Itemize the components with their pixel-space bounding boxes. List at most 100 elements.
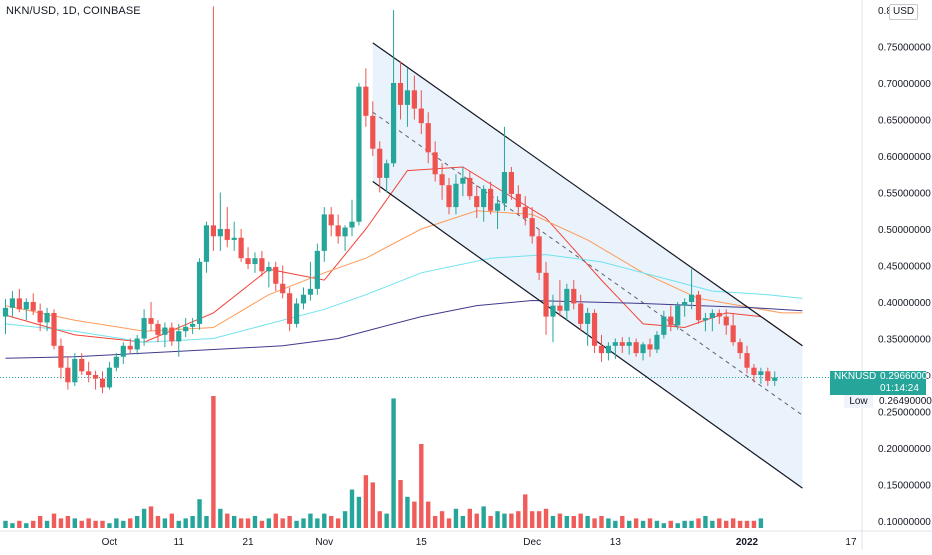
candle-body[interactable] [349, 221, 355, 228]
candle-body[interactable] [99, 378, 106, 388]
candle-body[interactable] [141, 318, 147, 339]
candle-body[interactable] [252, 258, 258, 265]
candle-body[interactable] [418, 108, 424, 124]
candle-body[interactable] [494, 203, 501, 211]
candle-body[interactable] [626, 342, 632, 346]
candle-body[interactable] [363, 86, 369, 116]
candle-body[interactable] [314, 250, 320, 289]
candle-body[interactable] [72, 358, 78, 383]
candle-body[interactable] [231, 237, 237, 240]
candle-body[interactable] [293, 303, 300, 324]
candle-body[interactable] [647, 344, 653, 350]
candle-body[interactable] [605, 345, 612, 354]
candle-body[interactable] [9, 298, 16, 308]
candle-body[interactable] [86, 371, 92, 375]
candle-body[interactable] [460, 177, 466, 184]
candle-body[interactable] [307, 288, 314, 295]
candle-body[interactable] [557, 305, 563, 311]
candle-body[interactable] [709, 312, 715, 319]
candle-body[interactable] [106, 367, 113, 388]
candle-body[interactable] [751, 367, 757, 375]
currency-badge[interactable]: USD [889, 4, 919, 20]
candle-body[interactable] [585, 312, 591, 324]
candle-body[interactable] [730, 325, 736, 343]
candle-body[interactable] [453, 183, 459, 208]
candle-body[interactable] [772, 377, 778, 381]
candle-body[interactable] [515, 193, 521, 208]
candle-body[interactable] [564, 288, 570, 311]
candle-body[interactable] [598, 345, 605, 354]
candle-body[interactable] [120, 345, 126, 357]
candle-body[interactable] [238, 237, 244, 259]
candle-body[interactable] [688, 294, 695, 302]
candle-body[interactable] [425, 123, 431, 153]
candle-body[interactable] [404, 90, 411, 105]
candle-body[interactable] [217, 229, 223, 237]
candle-body[interactable] [23, 302, 29, 310]
candle-body[interactable] [384, 163, 390, 178]
candle-body[interactable] [321, 214, 327, 251]
candle-body[interactable] [127, 345, 133, 350]
candle-body[interactable] [148, 318, 154, 324]
candle-body[interactable] [716, 312, 722, 317]
candle-body[interactable] [695, 294, 702, 321]
candle-body[interactable] [300, 294, 307, 304]
candle-body[interactable] [612, 342, 618, 346]
candle-body[interactable] [259, 258, 265, 272]
candle-body[interactable] [529, 218, 535, 237]
candle-body[interactable] [571, 288, 577, 304]
candle-body[interactable] [543, 272, 549, 317]
candle-body[interactable] [536, 236, 542, 273]
candle-body[interactable] [661, 316, 667, 335]
candle-body[interactable] [765, 371, 771, 381]
candle-body[interactable] [37, 310, 43, 323]
candle-body[interactable] [162, 327, 168, 335]
candle-body[interactable] [591, 312, 598, 346]
candle-body[interactable] [58, 345, 64, 368]
candle-body[interactable] [210, 225, 216, 237]
candle-body[interactable] [328, 214, 334, 226]
candle-body[interactable] [619, 342, 625, 346]
candle-body[interactable] [30, 302, 36, 311]
candle-body[interactable] [224, 229, 230, 240]
candle-body[interactable] [190, 323, 196, 327]
candle-body[interactable] [508, 172, 514, 194]
candle-body[interactable] [467, 177, 473, 197]
candle-body[interactable] [702, 318, 709, 321]
candle-body[interactable] [16, 298, 22, 310]
candle-body[interactable] [155, 323, 161, 335]
candle-body[interactable] [342, 227, 348, 237]
candle-body[interactable] [176, 331, 182, 342]
candle-body[interactable] [113, 356, 119, 368]
candle-body[interactable] [758, 371, 764, 375]
candle-body[interactable] [488, 188, 494, 211]
candle-body[interactable] [522, 207, 528, 219]
candle-body[interactable] [640, 344, 646, 354]
candle-body[interactable] [682, 302, 688, 306]
candle-body[interactable] [335, 225, 341, 237]
candle-body[interactable] [134, 338, 140, 350]
candle-body[interactable] [744, 353, 750, 368]
candle-body[interactable] [356, 86, 362, 222]
candle-body[interactable] [51, 312, 57, 346]
candle-body[interactable] [578, 303, 584, 324]
candle-body[interactable] [287, 293, 293, 324]
candle-body[interactable] [65, 367, 71, 383]
symbol-title[interactable]: NKN/USD, 1D, COINBASE [6, 5, 141, 17]
candle-body[interactable] [439, 174, 445, 186]
candle-body[interactable] [737, 342, 743, 354]
candle-body[interactable] [432, 152, 438, 175]
candle-body[interactable] [377, 148, 383, 178]
candle-body[interactable] [550, 305, 556, 317]
candle-body[interactable] [79, 358, 85, 372]
candle-body[interactable] [446, 185, 452, 208]
candle-body[interactable] [169, 327, 175, 342]
candle-body[interactable] [280, 283, 286, 294]
candle-body[interactable] [654, 334, 660, 350]
candle-body[interactable] [92, 375, 99, 379]
candle-body[interactable] [501, 172, 508, 204]
candle-body[interactable] [390, 83, 397, 164]
candle-body[interactable] [397, 83, 404, 105]
candle-body[interactable] [675, 305, 681, 326]
